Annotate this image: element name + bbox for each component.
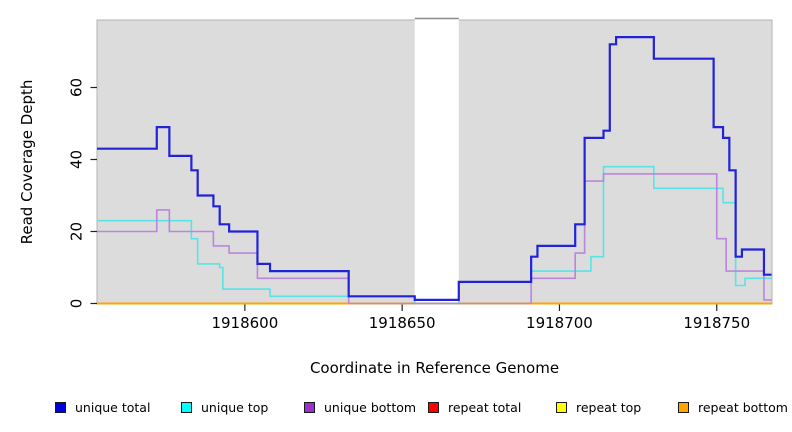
series-line-unique-bottom (97, 173, 772, 305)
x-tick-label: 1918700 (526, 314, 593, 332)
y-tick-label: 0 (68, 299, 86, 309)
legend-label-unique-total: unique total (75, 399, 151, 415)
legend-label-repeat-top: repeat top (576, 399, 642, 415)
legend-swatch-repeat-total (428, 401, 439, 413)
legend-item-unique-bottom: unique bottom (304, 398, 416, 416)
y-tick-label: 60 (68, 78, 86, 97)
x-axis-title: Coordinate in Reference Genome (309, 359, 560, 377)
chart-legend: unique total unique top unique bottom repea… (0, 398, 792, 418)
legend-label-repeat-total: repeat total (448, 399, 522, 415)
legend-item-unique-total: unique total (55, 398, 150, 416)
legend-item-unique-top: unique top (181, 398, 268, 416)
x-tick-label: 1918750 (683, 314, 750, 332)
legend-swatch-repeat-top (556, 401, 567, 413)
legend-label-repeat-bottom: repeat bottom (698, 399, 788, 415)
legend-swatch-unique-top (181, 401, 192, 413)
legend-item-repeat-total: repeat total (428, 398, 521, 416)
legend-swatch-unique-bottom (304, 401, 315, 413)
legend-swatch-unique-total (55, 401, 66, 413)
legend-label-unique-bottom: unique bottom (324, 399, 417, 415)
y-tick-label: 40 (68, 150, 86, 169)
legend-item-repeat-bottom: repeat bottom (678, 398, 788, 416)
legend-item-repeat-top: repeat top (556, 398, 641, 416)
legend-label-unique-top: unique top (201, 399, 269, 415)
y-axis-title: Read Coverage Depth (18, 79, 36, 245)
y-tick-label: 20 (68, 222, 86, 241)
masked-gap (414, 13, 459, 305)
x-tick-label: 1918650 (369, 314, 436, 332)
series-line-unique-total (97, 36, 772, 301)
legend-swatch-repeat-bottom (678, 401, 689, 413)
x-tick-label: 1918600 (211, 314, 278, 332)
